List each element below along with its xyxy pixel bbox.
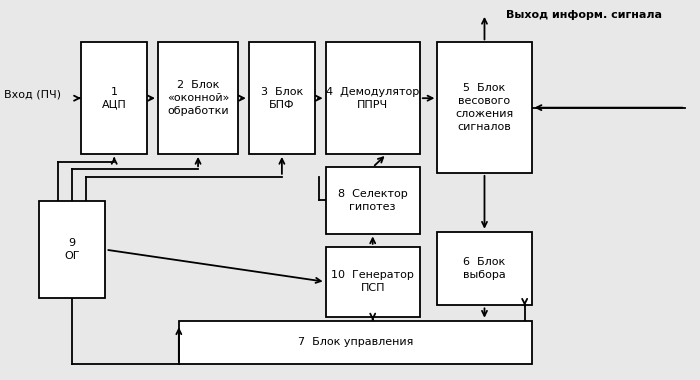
Text: 9
ОГ: 9 ОГ xyxy=(64,238,80,261)
Text: 5  Блок
весового
сложения
сигналов: 5 Блок весового сложения сигналов xyxy=(456,84,514,132)
Bar xyxy=(438,42,531,173)
Text: 1
АЦП: 1 АЦП xyxy=(102,87,127,109)
Text: Вход (ПЧ): Вход (ПЧ) xyxy=(4,89,61,100)
Bar xyxy=(158,42,238,154)
Bar xyxy=(178,321,531,364)
Text: 6  Блок
выбора: 6 Блок выбора xyxy=(463,257,506,280)
Text: 3  Блок
БПФ: 3 Блок БПФ xyxy=(261,87,303,109)
Text: 10  Генератор
ПСП: 10 Генератор ПСП xyxy=(331,271,414,293)
Bar xyxy=(248,42,315,154)
Text: 8  Селектор
гипотез: 8 Селектор гипотез xyxy=(338,189,407,212)
Bar xyxy=(326,42,420,154)
Bar xyxy=(326,247,420,317)
Text: 4  Демодулятор
ППРЧ: 4 Демодулятор ППРЧ xyxy=(326,87,419,109)
Text: Выход информ. сигнала: Выход информ. сигнала xyxy=(506,10,662,20)
Text: 7  Блок управления: 7 Блок управления xyxy=(298,337,413,347)
Bar xyxy=(81,42,148,154)
Bar xyxy=(39,201,106,298)
Bar xyxy=(438,232,531,306)
Text: 2  Блок
«oконной»
обработки: 2 Блок «oконной» обработки xyxy=(167,81,229,116)
Bar xyxy=(326,167,420,234)
